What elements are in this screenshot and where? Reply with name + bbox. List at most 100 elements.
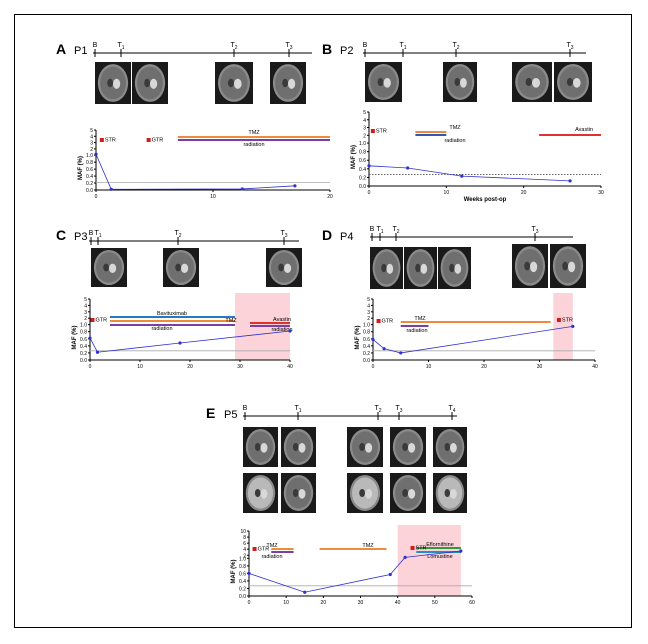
y-tick-label: 0.2 <box>359 175 366 181</box>
panel-letter: E <box>206 405 215 421</box>
therapy-label: Eflornithine <box>426 542 454 548</box>
x-tick-label: 40 <box>592 364 598 370</box>
mri-lesion <box>450 443 457 453</box>
therapy-bar <box>415 131 447 133</box>
mri-ventricle <box>227 78 234 88</box>
mri-brain <box>285 431 312 463</box>
y-tick-label: 0.4 <box>363 344 370 350</box>
timeline-label: T4 <box>448 405 455 414</box>
mri-ventricle <box>103 263 109 272</box>
mri-ventricle <box>525 78 532 86</box>
therapy-bar <box>415 134 447 136</box>
surgery-label: GTR <box>152 138 164 144</box>
surgery-label: STR <box>376 129 387 135</box>
maf-series-line <box>95 154 295 190</box>
surgery-marker <box>252 547 257 551</box>
surgery-marker <box>376 319 381 323</box>
patient-label: P2 <box>340 45 353 57</box>
maf-data-point <box>303 590 307 594</box>
therapy-label: TMZ <box>414 316 426 322</box>
mri-lesion <box>420 263 428 274</box>
mri-lesion <box>460 78 467 88</box>
x-tick-label: 20 <box>481 364 487 370</box>
panel-letter: A <box>56 41 66 57</box>
mri-scan-image <box>370 247 403 289</box>
mri-lesion <box>365 489 373 499</box>
y-tick-label: 8 <box>243 535 246 541</box>
mri-ventricle <box>449 263 455 273</box>
mri-lesion <box>383 78 391 88</box>
mri-scan-image <box>347 473 383 513</box>
y-tick-label: 1.0 <box>86 153 93 159</box>
therapy-bar <box>110 320 235 322</box>
mri-scan-image <box>243 427 278 467</box>
therapy-bar <box>110 316 235 318</box>
mri-scan-image <box>512 244 548 288</box>
therapy-bar <box>319 548 387 550</box>
y-tick-label: 2 <box>90 147 93 153</box>
maf-data-point <box>571 324 575 328</box>
x-tick-label: 20 <box>187 364 193 370</box>
mri-ventricle <box>254 489 261 497</box>
therapy-label: radiation <box>243 142 264 148</box>
mri-ventricle <box>381 263 387 273</box>
y-tick-label: 4 <box>84 303 87 309</box>
panel-letter: B <box>322 41 332 57</box>
x-tick-label: 60 <box>469 600 475 606</box>
mri-ventricle <box>402 443 408 451</box>
therapy-bar <box>271 548 294 550</box>
timeline-label: T2 <box>392 226 399 235</box>
x-tick-label: 30 <box>237 364 243 370</box>
x-tick-label: 20 <box>521 190 527 196</box>
patient-label: P4 <box>340 231 353 243</box>
mri-scan-image <box>404 247 437 289</box>
mri-ventricle <box>415 263 421 273</box>
mri-scan-image <box>91 248 127 287</box>
y-tick-label: 0.8 <box>239 564 246 570</box>
timeline-label: B <box>89 230 94 237</box>
timeline-label: T1 <box>294 405 301 414</box>
y-axis-label: MAF (%) <box>355 326 361 350</box>
mri-scan-image <box>550 244 586 288</box>
x-axis-label: Weeks post-op <box>464 197 507 203</box>
mri-scan-image <box>433 473 467 513</box>
y-tick-label: 3 <box>363 126 366 132</box>
timeline-label: B <box>363 42 368 49</box>
x-tick-label: 0 <box>372 364 375 370</box>
y-tick-label: 3 <box>84 310 87 316</box>
mri-ventricle <box>292 489 299 497</box>
therapy-bar <box>416 547 461 549</box>
mri-scan-image <box>95 62 131 104</box>
x-tick-label: 30 <box>598 190 604 196</box>
therapy-bar <box>400 325 429 327</box>
therapy-label: radiation <box>271 327 292 333</box>
x-tick-label: 30 <box>358 600 364 606</box>
maf-data-point <box>460 174 464 178</box>
maf-data-point <box>293 184 297 188</box>
mri-scan-image <box>433 427 467 467</box>
panel-letter: C <box>56 227 66 243</box>
mri-ventricle <box>107 78 113 88</box>
mri-lesion <box>260 443 268 453</box>
x-tick-label: 0 <box>95 194 98 200</box>
x-tick-label: 10 <box>137 364 143 370</box>
mri-scan-image <box>443 62 477 102</box>
y-tick-label: 5 <box>363 110 366 116</box>
y-tick-label: 1.0 <box>80 323 87 329</box>
therapy-bar <box>250 325 290 327</box>
therapy-label: Avastin <box>575 127 593 133</box>
mri-brain <box>437 477 463 509</box>
mri-lesion <box>288 78 296 89</box>
mri-ventricle <box>292 443 299 451</box>
y-tick-label: 5 <box>367 297 370 303</box>
timeline-label: T1 <box>376 226 383 235</box>
mri-brain <box>247 431 274 463</box>
figure-frame <box>14 14 632 628</box>
y-tick-label: 2 <box>367 316 370 322</box>
mri-scan-image <box>390 427 426 467</box>
mri-brain <box>374 251 399 285</box>
maf-data-point <box>247 571 251 575</box>
mri-brain <box>408 251 433 285</box>
mri-lesion <box>450 489 457 499</box>
mri-lesion <box>113 78 121 89</box>
